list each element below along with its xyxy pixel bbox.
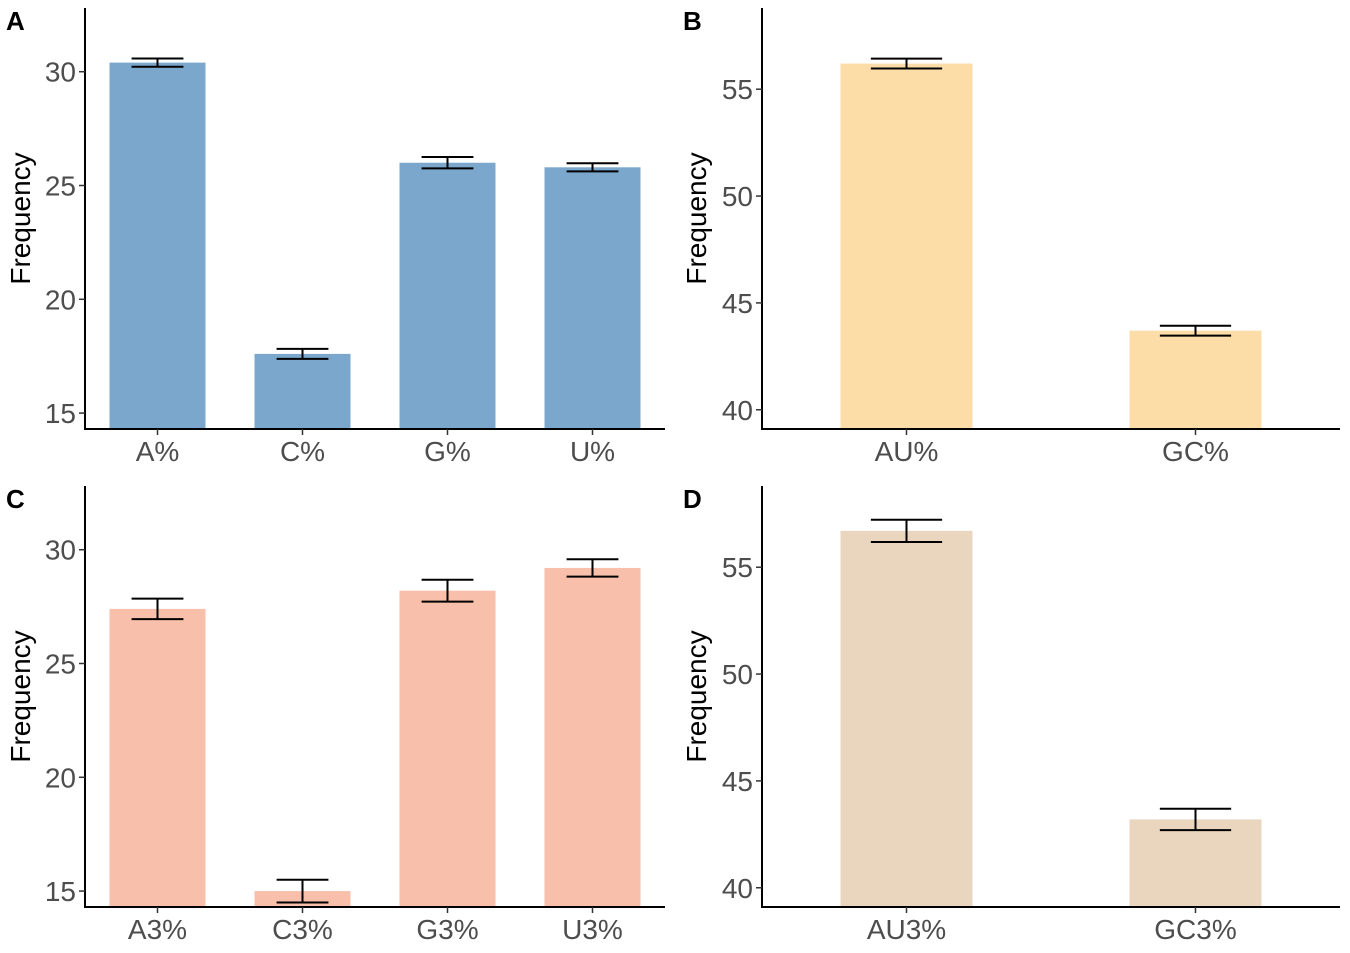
error-bar-GC% — [1159, 324, 1232, 337]
x-tick-label-A%: A% — [136, 436, 180, 467]
x-tick-label-AU3%: AU3% — [867, 914, 946, 945]
panel-letter-b: B — [683, 6, 702, 36]
error-bar-AU% — [870, 57, 943, 70]
y-tick-label-15: 15 — [45, 876, 76, 907]
y-tick-label-55: 55 — [722, 552, 753, 583]
y-tick-label-30: 30 — [45, 535, 76, 566]
y-tick-label-25: 25 — [45, 171, 76, 202]
y-tick-label-20: 20 — [45, 284, 76, 315]
bar-G3% — [399, 590, 496, 907]
x-tick-label-G3%: G3% — [416, 914, 478, 945]
bar-A3% — [109, 608, 206, 907]
x-tick-label-C%: C% — [280, 436, 325, 467]
y-tick-label-55: 55 — [722, 74, 753, 105]
error-bar-G% — [421, 156, 474, 170]
error-bar-C3% — [276, 878, 329, 904]
y-axis-title: Frequency — [681, 630, 712, 762]
y-tick-label-45: 45 — [722, 288, 753, 319]
bar-AU% — [840, 63, 973, 430]
y-tick-label-40: 40 — [722, 873, 753, 904]
bar-A% — [109, 62, 206, 430]
x-tick-label-G%: G% — [424, 436, 471, 467]
y-tick-label-30: 30 — [45, 57, 76, 88]
y-tick-label-25: 25 — [45, 649, 76, 680]
bar-GC3% — [1129, 819, 1262, 907]
bar-U% — [544, 167, 641, 429]
panel-a: A 15 20 25 30 A% C% G% U% Frequency — [5, 6, 665, 467]
y-axis-title: Frequency — [681, 152, 712, 284]
y-axis-title: Frequency — [5, 152, 36, 284]
error-bar-C% — [276, 347, 329, 360]
error-bar-G3% — [421, 578, 474, 603]
x-tick-label-U3%: U3% — [562, 914, 623, 945]
error-bar-U% — [566, 162, 619, 173]
x-tick-label-GC%: GC% — [1162, 436, 1229, 467]
y-tick-label-20: 20 — [45, 762, 76, 793]
x-tick-label-GC3%: GC3% — [1154, 914, 1236, 945]
panel-b: B 40 45 50 55 AU% GC% Frequency — [681, 6, 1340, 467]
x-tick-label-AU%: AU% — [875, 436, 939, 467]
x-tick-label-U%: U% — [570, 436, 615, 467]
x-tick-label-A3%: A3% — [128, 914, 187, 945]
x-tick-label-C3%: C3% — [272, 914, 333, 945]
error-bar-U3% — [566, 558, 619, 578]
panel-letter-c: C — [6, 484, 25, 514]
panel-letter-d: D — [683, 484, 702, 514]
panel-c: C 15 20 25 30 A3% C3% G3% U3% Frequency — [5, 484, 665, 945]
error-bar-A3% — [131, 597, 184, 621]
error-bar-GC3% — [1159, 807, 1232, 832]
error-bar-A% — [131, 57, 184, 68]
bar-AU3% — [840, 530, 973, 907]
bar-U3% — [544, 567, 641, 907]
bar-GC% — [1129, 330, 1262, 429]
y-axis-title: Frequency — [5, 630, 36, 762]
panel-letter-a: A — [6, 6, 25, 36]
y-tick-label-45: 45 — [722, 766, 753, 797]
y-tick-label-15: 15 — [45, 398, 76, 429]
y-tick-label-40: 40 — [722, 395, 753, 426]
y-tick-label-50: 50 — [722, 659, 753, 690]
error-bar-AU3% — [870, 518, 943, 543]
panel-d: D 40 45 50 55 AU3% GC3% Frequency — [681, 484, 1340, 945]
bar-C% — [254, 353, 351, 429]
bar-G% — [399, 162, 496, 429]
y-tick-label-50: 50 — [722, 181, 753, 212]
